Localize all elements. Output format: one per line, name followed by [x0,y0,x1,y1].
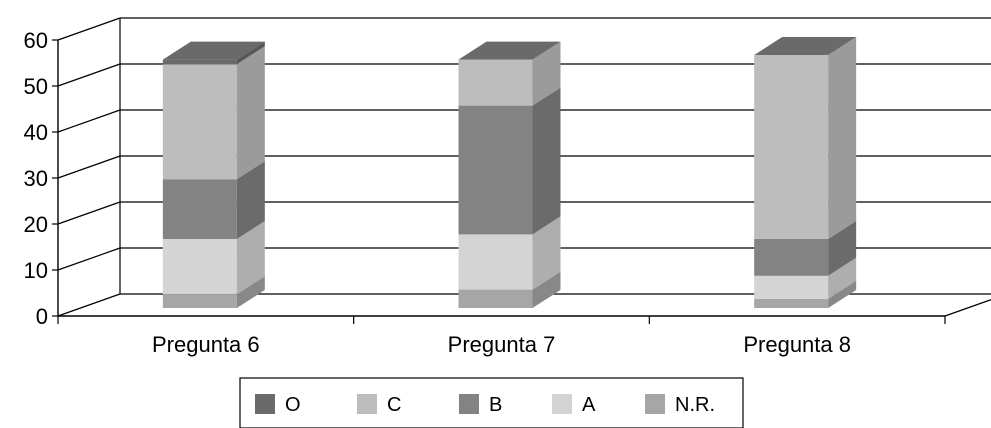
y-tick-label: 30 [24,166,48,191]
y-tick-label: 40 [24,120,48,145]
legend-swatch [459,394,479,414]
legend-label: B [489,394,502,416]
y-tick-label: 20 [24,212,48,237]
gridline-diagonal [57,247,121,271]
legend-label: N.R. [675,394,715,416]
gridlines [57,17,991,317]
bar-segment [754,298,829,308]
legend-label: O [285,394,301,416]
y-axis-ticks: 0 10 20 30 40 50 60 [24,28,58,329]
gridline-diagonal [57,155,121,179]
bar-segment [162,179,237,239]
bar-segment-side [828,257,857,299]
legend-label: A [582,394,596,416]
bar-segment-side [236,221,265,295]
gridline-diagonal [57,109,121,133]
legend-swatch [357,394,377,414]
bar-segment-side [532,41,561,106]
bar-segment [162,64,237,180]
bar-segment [458,59,533,106]
bar-segment [754,55,829,239]
bar-segment [162,59,237,65]
bar-segment-side [828,280,857,308]
x-tick-label: Pregunta 8 [743,332,851,357]
legend-swatch [552,394,572,414]
bar-segment-side [236,276,265,308]
bar-top [458,41,561,60]
x-tick-label: Pregunta 6 [152,332,260,357]
bar-segment-side [236,161,265,239]
bar-segment-side [236,46,265,180]
legend: O C B A N.R. [239,377,744,428]
bar-segment-side [532,271,561,308]
x-tick-label: Pregunta 7 [448,332,556,357]
bar-segment-side [236,41,265,65]
legend-swatch [645,394,665,414]
bar-segment [754,275,829,299]
y-tick-label: 50 [24,74,48,99]
gridline-diagonal [57,63,121,87]
bar-segment [458,289,533,308]
bar-segment [754,239,829,276]
bar-segment [458,105,533,235]
bar-segment-side [828,221,857,276]
bars [162,37,857,308]
y-tick-label: 60 [24,28,48,53]
bar-segment [162,239,237,295]
bar-segment [162,294,237,308]
gridline-diagonal [57,201,121,225]
y-tick-label: 10 [24,258,48,283]
bar-top [754,37,857,55]
bar-segment-side [532,216,561,290]
y-tick-label: 0 [36,304,48,329]
bar-top [162,41,265,60]
floor-right-edge [944,299,991,317]
gridline-diagonal [57,17,121,41]
legend-label: C [387,394,401,416]
bar-segment-side [532,87,561,235]
x-axis-labels: Pregunta 6 Pregunta 7 Pregunta 8 [57,316,946,357]
legend-swatch [255,394,275,414]
bar-segment-side [828,37,857,239]
bar-segment [458,234,533,290]
gridline-diagonal [57,293,121,317]
